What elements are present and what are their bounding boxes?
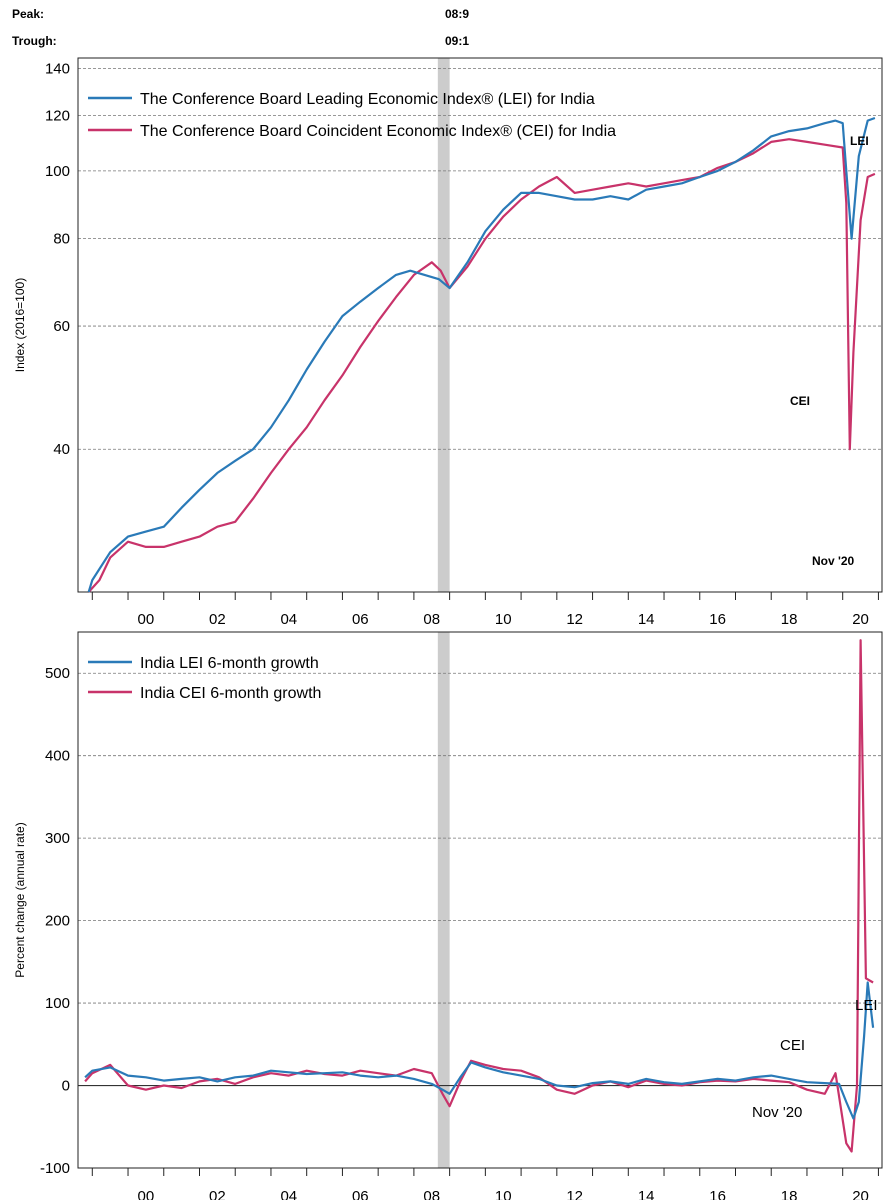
chart1-y-tick-label: 40 [53, 441, 70, 458]
chart2-y-tick-label: 200 [45, 913, 70, 930]
chart1-x-tick-label: 12 [566, 611, 583, 628]
chart1-plot-frame [77, 57, 883, 593]
chart2-x-tick-label: 12 [566, 1188, 583, 1200]
trough-value: 09:1 [445, 34, 469, 48]
chart2-y-tick-label: 100 [45, 995, 70, 1012]
chart2-x-tick-label: 08 [423, 1188, 440, 1200]
chart2-y-tick-label: 0 [62, 1078, 70, 1095]
chart1-y-tick-label: 100 [45, 163, 70, 180]
chart2-plot-frame [77, 631, 883, 1169]
chart1-x-tick-label: 06 [352, 611, 369, 628]
chart1-cei-series-line [87, 138, 876, 593]
chart2-x-tick-label: 20 [852, 1188, 869, 1200]
chart1-x-tick-label: 00 [138, 611, 155, 628]
chart2-cei-legend-label: India CEI 6-month growth [140, 685, 321, 702]
chart2-x-tick-label: 18 [781, 1188, 798, 1200]
chart2-x-tick-label: 00 [138, 1188, 155, 1200]
chart2-x-tick-label: 10 [495, 1188, 512, 1200]
chart1-x-tick-label: 14 [638, 611, 655, 628]
chart2-x-tick-label: 04 [280, 1188, 297, 1200]
chart1-y-tick-label: 120 [45, 107, 70, 124]
chart1-y-tick-label: 60 [53, 318, 70, 335]
chart1-x-tick-label: 04 [280, 611, 297, 628]
chart2-x-tick-label: 02 [209, 1188, 226, 1200]
chart2-x-tick-label: 14 [638, 1188, 655, 1200]
chart1-cei-annotation: CEI [790, 394, 810, 408]
chart2-recession-band [437, 632, 450, 1168]
chart1-x-tick-label: 10 [495, 611, 512, 628]
chart1-cei-legend-label: The Conference Board Coincident Economic… [140, 123, 616, 140]
chart2-cei-series-line [84, 639, 874, 1153]
chart2-date-annotation: Nov '20 [752, 1104, 802, 1121]
chart1-recession-band [437, 58, 450, 592]
chart1-lei-series-line [87, 116, 876, 593]
chart1-y-tick-label: 80 [53, 231, 70, 248]
chart1-x-tick-label: 16 [709, 611, 726, 628]
chart1-date-annotation: Nov '20 [812, 554, 855, 568]
peak-value: 08:9 [445, 7, 469, 21]
chart2-y-axis-title: Percent change (annual rate) [13, 822, 27, 977]
chart2-lei-legend-label: India LEI 6-month growth [140, 655, 319, 672]
chart2-x-tick-label: 06 [352, 1188, 369, 1200]
chart2-y-tick-label: 300 [45, 830, 70, 847]
chart2-x-tick-label: 16 [709, 1188, 726, 1200]
chart2-lei-annotation: LEI [855, 997, 878, 1014]
peak-label: Peak: [12, 7, 44, 21]
chart1-lei-legend-label: The Conference Board Leading Economic In… [140, 91, 595, 108]
trough-label: Trough: [12, 34, 57, 48]
chart2-y-tick-label: -100 [40, 1160, 70, 1177]
chart1-x-tick-label: 02 [209, 611, 226, 628]
chart2-cei-annotation: CEI [780, 1037, 805, 1054]
chart1-y-tick-label: 140 [45, 61, 70, 78]
chart2-lei-series-line [84, 981, 875, 1120]
chart1-x-tick-label: 20 [852, 611, 869, 628]
chart1-x-tick-label: 18 [781, 611, 798, 628]
chart1-x-tick-label: 08 [423, 611, 440, 628]
chart2-y-tick-label: 400 [45, 748, 70, 765]
chart1-y-axis-title: Index (2016=100) [13, 278, 27, 372]
chart2-y-tick-label: 500 [45, 665, 70, 682]
chart1-lei-annotation: LEI [850, 134, 869, 148]
